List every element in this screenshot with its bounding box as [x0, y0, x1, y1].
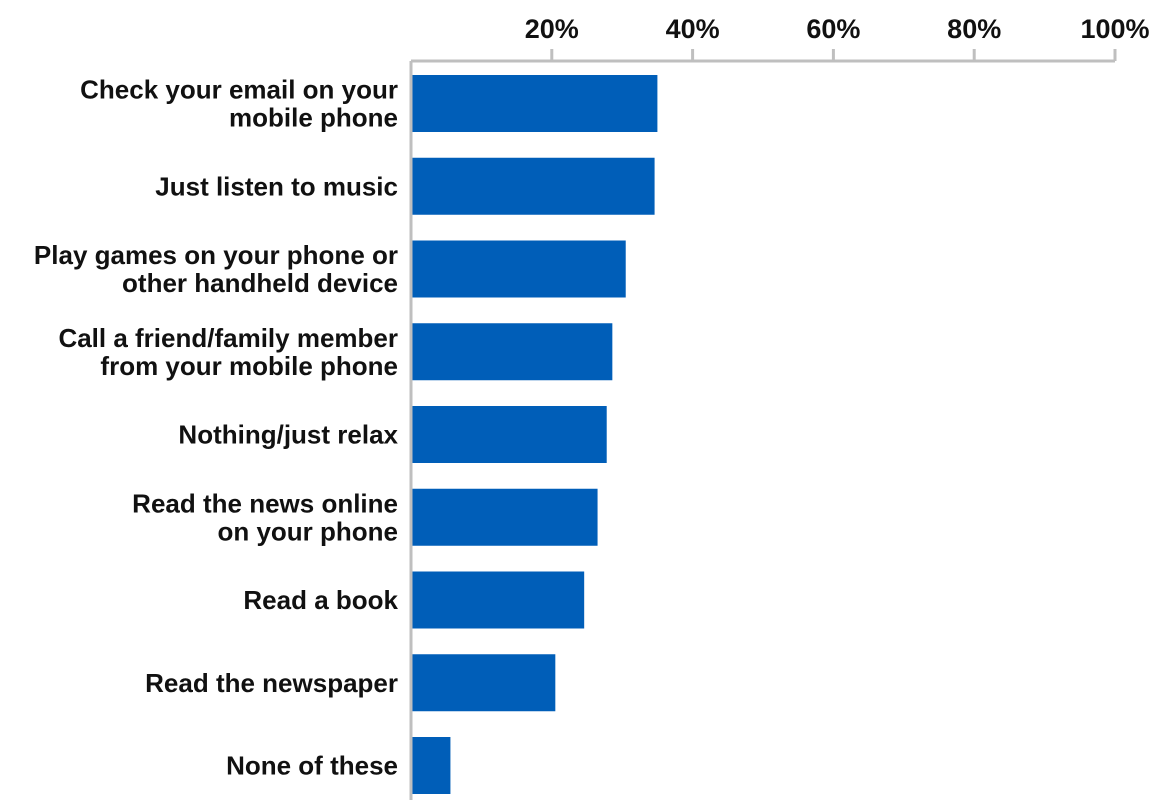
category-label-line: from your mobile phone: [100, 351, 398, 381]
category-label-line: Read the newspaper: [145, 668, 398, 698]
category-label-line: Read the news online: [132, 488, 398, 518]
bar: [412, 571, 585, 629]
category-label: Read the news online on your phone: [132, 488, 398, 546]
x-tick-label: 60%: [806, 14, 860, 44]
bar: [412, 157, 655, 215]
bar: [412, 488, 598, 546]
category-label: Read the newspaper: [145, 668, 398, 698]
x-tick-label: 20%: [525, 14, 579, 44]
category-label: Nothing/just relax: [178, 420, 398, 450]
x-tick-label: 80%: [947, 14, 1001, 44]
category-label-line: other handheld device: [122, 268, 398, 298]
bar: [412, 323, 613, 381]
category-label: Read a book: [243, 585, 398, 615]
category-label-line: Nothing/just relax: [178, 420, 398, 450]
category-label: None of these: [226, 751, 398, 781]
category-label-line: None of these: [226, 751, 398, 781]
x-tick-label: 40%: [666, 14, 720, 44]
bar: [412, 406, 607, 463]
category-label: Play games on your phone or other handhel…: [34, 240, 398, 298]
x-tick-label: 100%: [1080, 14, 1149, 44]
category-label: Call a friend/family member from your mob…: [58, 323, 398, 381]
bar: [412, 240, 626, 298]
category-label-line: mobile phone: [229, 103, 398, 133]
category-label-line: Read a book: [243, 585, 398, 615]
category-labels: Check your email on your mobile phone Just…: [34, 75, 399, 781]
category-label-line: Just listen to music: [155, 171, 398, 201]
bar: [412, 737, 451, 794]
x-axis: 20% 40% 60% 80% 100%: [409, 14, 1150, 800]
bar: [412, 75, 658, 132]
category-label-line: Call a friend/family member: [58, 323, 398, 353]
category-label-line: on your phone: [217, 516, 398, 546]
category-label: Just listen to music: [155, 171, 398, 201]
bars: [412, 75, 658, 794]
category-label-line: Check your email on your: [80, 75, 398, 105]
category-label: Check your email on your mobile phone: [80, 75, 398, 133]
bar: [412, 654, 556, 712]
category-label-line: Play games on your phone or: [34, 240, 398, 270]
